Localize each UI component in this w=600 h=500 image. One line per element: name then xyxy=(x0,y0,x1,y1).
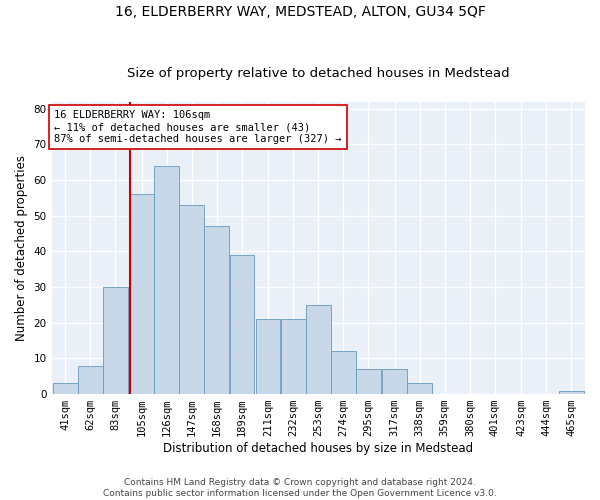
Bar xyxy=(78,366,103,394)
Bar xyxy=(356,369,381,394)
Y-axis label: Number of detached properties: Number of detached properties xyxy=(15,155,28,341)
Bar xyxy=(53,384,77,394)
Text: 16, ELDERBERRY WAY, MEDSTEAD, ALTON, GU34 5QF: 16, ELDERBERRY WAY, MEDSTEAD, ALTON, GU3… xyxy=(115,5,485,19)
Bar xyxy=(281,319,305,394)
Bar xyxy=(306,305,331,394)
Bar xyxy=(154,166,179,394)
Text: 16 ELDERBERRY WAY: 106sqm
← 11% of detached houses are smaller (43)
87% of semi-: 16 ELDERBERRY WAY: 106sqm ← 11% of detac… xyxy=(54,110,341,144)
Bar xyxy=(407,384,432,394)
Bar xyxy=(559,390,584,394)
Bar xyxy=(179,205,204,394)
Bar xyxy=(331,352,356,394)
Bar xyxy=(205,226,229,394)
Bar xyxy=(103,287,128,394)
Bar xyxy=(382,369,407,394)
Title: Size of property relative to detached houses in Medstead: Size of property relative to detached ho… xyxy=(127,66,509,80)
X-axis label: Distribution of detached houses by size in Medstead: Distribution of detached houses by size … xyxy=(163,442,473,455)
Bar xyxy=(129,194,154,394)
Bar xyxy=(230,255,254,394)
Bar xyxy=(256,319,280,394)
Text: Contains HM Land Registry data © Crown copyright and database right 2024.
Contai: Contains HM Land Registry data © Crown c… xyxy=(103,478,497,498)
